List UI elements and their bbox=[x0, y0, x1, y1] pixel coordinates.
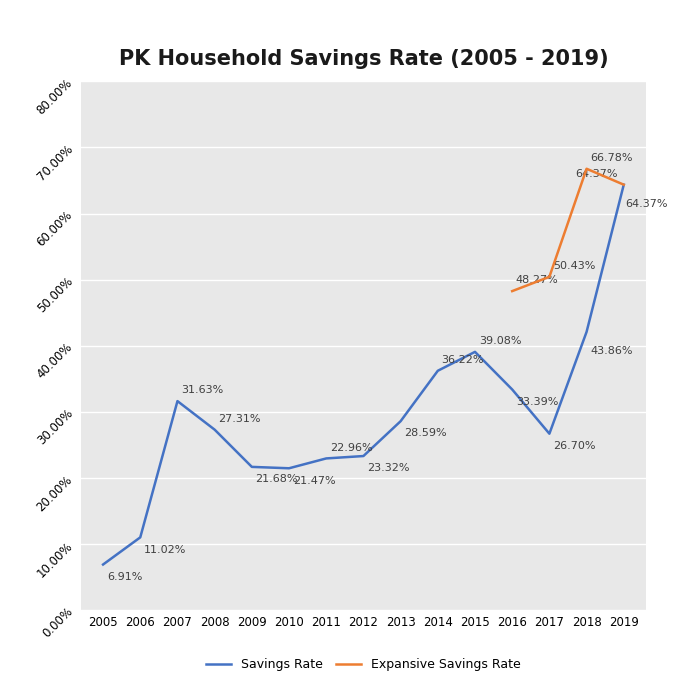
Text: 48.27%: 48.27% bbox=[516, 275, 559, 285]
Text: 43.86%: 43.86% bbox=[590, 346, 633, 357]
Text: 6.91%: 6.91% bbox=[107, 572, 142, 582]
Text: 66.78%: 66.78% bbox=[590, 153, 633, 163]
Text: 39.08%: 39.08% bbox=[479, 336, 521, 346]
Text: 23.32%: 23.32% bbox=[367, 463, 410, 473]
Text: 22.96%: 22.96% bbox=[330, 443, 373, 453]
Text: 64.37%: 64.37% bbox=[575, 169, 618, 179]
Legend: Savings Rate, Expansive Savings Rate: Savings Rate, Expansive Savings Rate bbox=[201, 654, 526, 677]
Text: 26.70%: 26.70% bbox=[553, 441, 596, 451]
Text: 50.43%: 50.43% bbox=[553, 261, 596, 271]
Text: 36.22%: 36.22% bbox=[441, 355, 484, 365]
Text: 31.63%: 31.63% bbox=[181, 385, 223, 395]
Text: 21.47%: 21.47% bbox=[293, 475, 335, 485]
Title: PK Household Savings Rate (2005 - 2019): PK Household Savings Rate (2005 - 2019) bbox=[118, 49, 608, 68]
Text: 11.02%: 11.02% bbox=[144, 544, 186, 555]
Text: 33.39%: 33.39% bbox=[516, 397, 559, 407]
Text: 64.37%: 64.37% bbox=[626, 199, 668, 210]
Text: 28.59%: 28.59% bbox=[404, 428, 447, 439]
Text: 27.31%: 27.31% bbox=[218, 414, 261, 424]
Text: 21.68%: 21.68% bbox=[256, 474, 298, 484]
